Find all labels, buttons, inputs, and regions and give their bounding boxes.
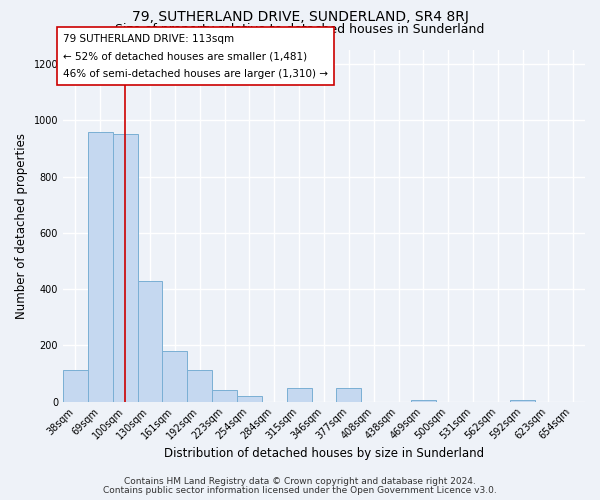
Text: Size of property relative to detached houses in Sunderland: Size of property relative to detached ho… bbox=[115, 22, 485, 36]
Text: Contains HM Land Registry data © Crown copyright and database right 2024.: Contains HM Land Registry data © Crown c… bbox=[124, 477, 476, 486]
Bar bbox=[163, 351, 187, 402]
Text: Contains public sector information licensed under the Open Government Licence v3: Contains public sector information licen… bbox=[103, 486, 497, 495]
Text: 79, SUTHERLAND DRIVE, SUNDERLAND, SR4 8RJ: 79, SUTHERLAND DRIVE, SUNDERLAND, SR4 8R… bbox=[131, 10, 469, 24]
X-axis label: Distribution of detached houses by size in Sunderland: Distribution of detached houses by size … bbox=[164, 447, 484, 460]
Text: ← 52% of detached houses are smaller (1,481): ← 52% of detached houses are smaller (1,… bbox=[63, 52, 307, 62]
Text: 46% of semi-detached houses are larger (1,310) →: 46% of semi-detached houses are larger (… bbox=[63, 70, 328, 80]
Bar bbox=[88, 132, 113, 402]
Bar bbox=[63, 370, 88, 402]
Bar bbox=[212, 390, 237, 402]
Bar bbox=[411, 400, 436, 402]
Bar bbox=[337, 388, 361, 402]
Bar bbox=[237, 396, 262, 402]
Y-axis label: Number of detached properties: Number of detached properties bbox=[15, 133, 28, 319]
Bar bbox=[137, 280, 163, 402]
Bar bbox=[187, 370, 212, 402]
Bar bbox=[287, 388, 311, 402]
Text: 79 SUTHERLAND DRIVE: 113sqm: 79 SUTHERLAND DRIVE: 113sqm bbox=[63, 34, 234, 43]
Bar bbox=[113, 134, 137, 402]
Bar bbox=[511, 400, 535, 402]
